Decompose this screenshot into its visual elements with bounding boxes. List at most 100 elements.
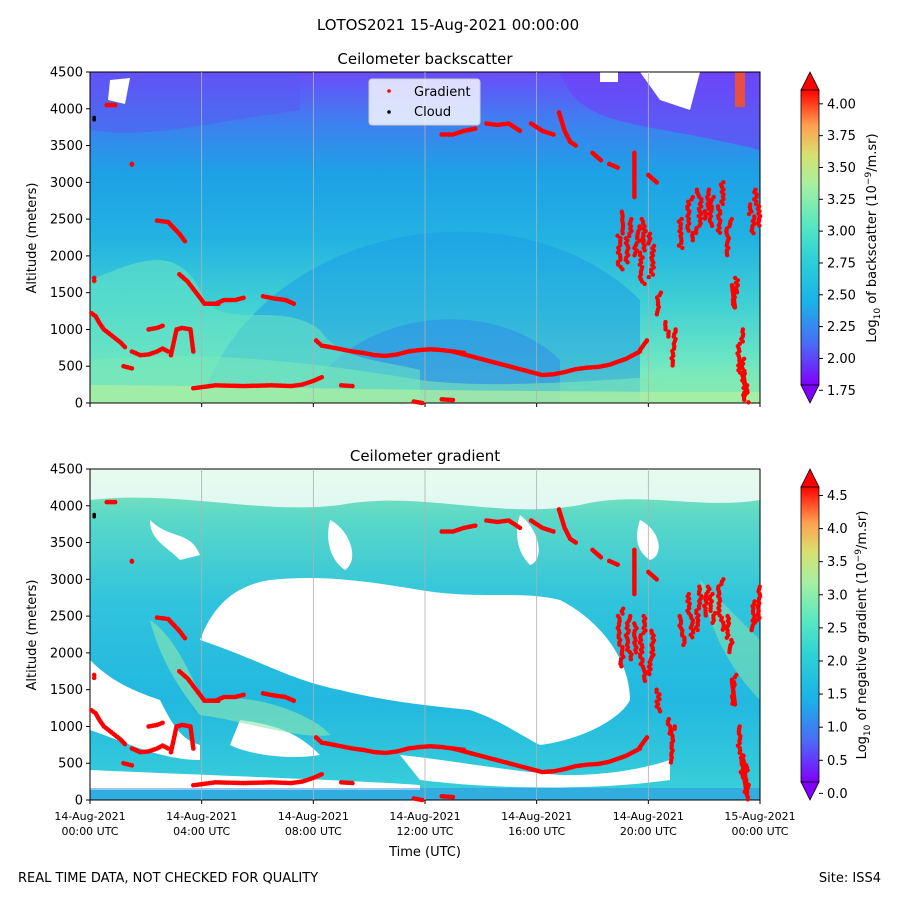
gradient-point — [627, 233, 632, 239]
colorbar-tick-label: 1.5 — [827, 688, 848, 703]
gradient-point — [633, 650, 639, 655]
gradient-point — [112, 499, 118, 505]
legend: Gradient Cloud — [368, 78, 481, 126]
gradient-point — [112, 102, 118, 108]
gradient-point — [619, 664, 624, 669]
gradient-point — [666, 334, 671, 339]
gradient-point — [625, 260, 630, 265]
colorbar-backscatter: 1.75 2.00 2.25 2.50 2.75 3.00 3.25 3.50 3.75 4.00… — [800, 71, 883, 404]
gradient-point — [650, 272, 656, 277]
gradient-point — [644, 735, 650, 740]
gradient-point — [190, 349, 196, 354]
gradient-point — [657, 709, 663, 714]
colorbar-tick-label: 0.0 — [827, 787, 848, 802]
footer-disclaimer: REAL TIME DATA, NOT CHECKED FOR QUALITY — [18, 871, 318, 886]
gradient-point — [724, 252, 730, 258]
colorbar-tick-label: 4.00 — [827, 97, 856, 112]
gradient-point — [703, 613, 709, 618]
gradient-point — [708, 608, 713, 614]
gradient-point — [642, 281, 647, 287]
gradient-point — [697, 223, 702, 228]
backscatter-panel: Ceilometer backscatter 0 500 1000 1500 2000 2… — [25, 50, 883, 412]
gradient-point — [749, 628, 754, 633]
gradient-point — [291, 301, 297, 307]
x-tick-label: 00:00 UTC — [731, 825, 788, 838]
x-axis-label: Time (UTC) — [388, 845, 461, 860]
gradient-point — [654, 312, 660, 317]
colorbar-tick-label: 2.75 — [827, 256, 856, 271]
gradient-point — [241, 692, 246, 698]
gradient-point — [676, 243, 682, 248]
gradient-point — [551, 529, 556, 534]
gradient-point — [727, 649, 732, 655]
gradient-point — [740, 339, 745, 344]
cloud-point — [92, 118, 96, 122]
x-tick-label: 14-Aug-2021 — [613, 810, 684, 823]
y-tick-label: 4000 — [50, 499, 83, 514]
gradient-point — [724, 635, 730, 640]
figure-title: LOTOS2021 15-Aug-2021 00:00:00 — [317, 16, 579, 34]
gradient-point — [573, 143, 579, 148]
gradient-point — [690, 635, 695, 640]
gradient-point — [598, 157, 604, 163]
colorbar-tick-label: 1.75 — [827, 384, 856, 399]
colorbar-tick-label: 1.0 — [827, 721, 848, 736]
gradient-point — [517, 525, 523, 531]
gradient-point — [615, 165, 620, 170]
gradient-point — [419, 400, 425, 406]
gradient-point — [632, 194, 637, 200]
x-tick-label: 20:00 UTC — [620, 825, 677, 838]
x-tick-label: 12:00 UTC — [396, 825, 453, 838]
gradient-point — [617, 642, 622, 647]
gradient-point — [350, 780, 355, 786]
gradient-point — [319, 374, 325, 380]
gradient-point — [647, 671, 652, 677]
y-tick-label: 3500 — [50, 139, 83, 154]
gradient-point — [419, 797, 425, 803]
gradient-point — [752, 620, 757, 625]
gradient-point — [632, 253, 637, 258]
gradient-point — [734, 290, 740, 295]
gradient-point — [720, 627, 725, 632]
y-tick-label: 500 — [58, 757, 83, 772]
legend-gradient-marker — [387, 89, 391, 93]
gradient-point — [122, 741, 128, 747]
y-tick-label: 1500 — [50, 286, 83, 301]
gradient-point — [717, 230, 723, 235]
gradient-point — [182, 635, 188, 641]
gradient-point — [620, 231, 625, 236]
gradient-point — [719, 581, 724, 587]
gradient-point — [291, 698, 297, 703]
gradient-point — [129, 763, 135, 768]
gradient-point — [620, 267, 625, 272]
y-axis: 0 500 1000 1500 2000 2500 3000 3500 4000 4500 — [50, 463, 90, 809]
x-tick-label: 16:00 UTC — [508, 825, 565, 838]
gradient-point — [598, 554, 604, 560]
gradient-point — [672, 726, 677, 732]
gradient-point — [91, 675, 97, 681]
gradient-point — [122, 344, 128, 350]
colorbar-label: Log10 of backscatter (10−9/m.sr) — [864, 133, 883, 342]
colorbar-gradient: 0.0 0.5 1.0 1.5 2.0 2.5 3.0 3.5 4.0 4.5 Log10 of … — [800, 468, 873, 802]
gradient-point — [642, 678, 648, 684]
y-tick-label: 2000 — [50, 646, 83, 661]
gradient-point — [654, 180, 660, 185]
gradient-point — [757, 223, 762, 228]
legend-gradient-label: Gradient — [414, 85, 471, 100]
gradient-point — [681, 642, 686, 648]
cloud-point — [92, 515, 96, 519]
series-markers — [89, 102, 763, 406]
colorbar-tick-label: 3.00 — [827, 225, 856, 240]
y-tick-label: 4500 — [50, 66, 83, 81]
gradient-point — [663, 327, 668, 332]
gradient-point — [742, 397, 747, 403]
panel-title: Ceilometer backscatter — [337, 50, 513, 68]
gradient-point — [450, 397, 456, 403]
colorbar-ticks: 0.0 0.5 1.0 1.5 2.0 2.5 3.0 3.5 4.0 4.5 — [819, 489, 848, 802]
gradient-point — [129, 162, 135, 167]
y-tick-label: 2500 — [50, 213, 83, 228]
y-tick-label: 3500 — [50, 536, 83, 551]
legend-cloud-label: Cloud — [414, 105, 451, 120]
gradient-point — [642, 248, 647, 253]
y-tick-label: 0 — [75, 397, 83, 412]
